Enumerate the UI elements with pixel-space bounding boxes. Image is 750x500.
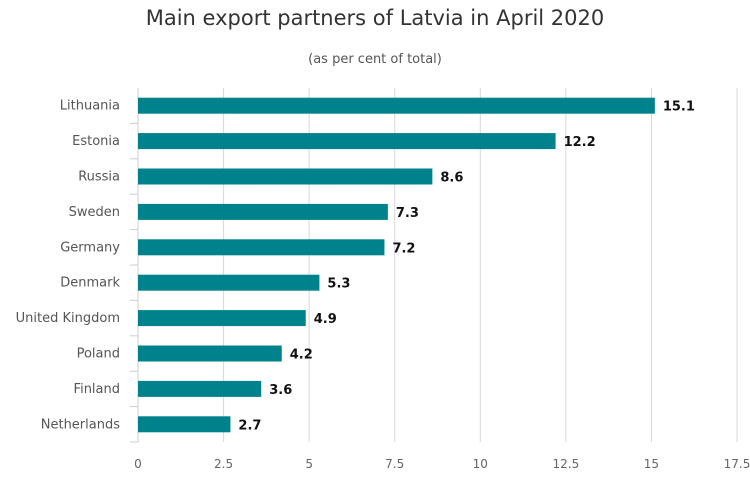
data-label: 4.9: [314, 312, 337, 327]
category-label: Netherlands: [41, 417, 120, 432]
data-label: 12.2: [564, 135, 596, 150]
data-label: 4.2: [290, 348, 313, 363]
bar: [138, 380, 262, 397]
bar: [138, 133, 556, 150]
category-label: Lithuania: [60, 99, 120, 114]
data-label: 7.2: [392, 241, 415, 256]
bar: [138, 416, 231, 433]
x-tick-label: 0: [134, 457, 142, 471]
bar: [138, 97, 655, 114]
category-label: Denmark: [60, 276, 120, 291]
bar: [138, 168, 433, 185]
category-label: Russia: [78, 170, 120, 185]
category-label: Finland: [74, 382, 120, 397]
data-label: 8.6: [440, 171, 463, 186]
x-tick-label: 7.5: [385, 457, 404, 471]
category-label: United Kingdom: [16, 311, 120, 326]
category-label: Germany: [60, 240, 120, 255]
data-label: 5.3: [327, 277, 350, 292]
chart-subtitle: (as per cent of total): [308, 52, 442, 67]
x-tick-label: 15: [644, 457, 659, 471]
chart-title: Main export partners of Latvia in April …: [145, 6, 605, 30]
bar: [138, 203, 388, 220]
bar: [138, 274, 320, 291]
x-tick-label: 12.5: [552, 457, 579, 471]
data-label: 7.3: [396, 206, 419, 221]
data-label: 2.7: [238, 418, 261, 433]
x-tick-label: 10: [473, 457, 488, 471]
data-label: 15.1: [663, 100, 695, 115]
category-label: Estonia: [72, 134, 120, 149]
category-label: Sweden: [69, 205, 120, 220]
data-label: 3.6: [269, 383, 292, 398]
bar: [138, 239, 385, 256]
bar: [138, 310, 306, 327]
x-tick-label: 2.5: [214, 457, 233, 471]
category-label: Poland: [77, 347, 120, 362]
x-tick-label: 17.5: [724, 457, 750, 471]
x-tick-label: 5: [305, 457, 313, 471]
bar: [138, 345, 282, 362]
